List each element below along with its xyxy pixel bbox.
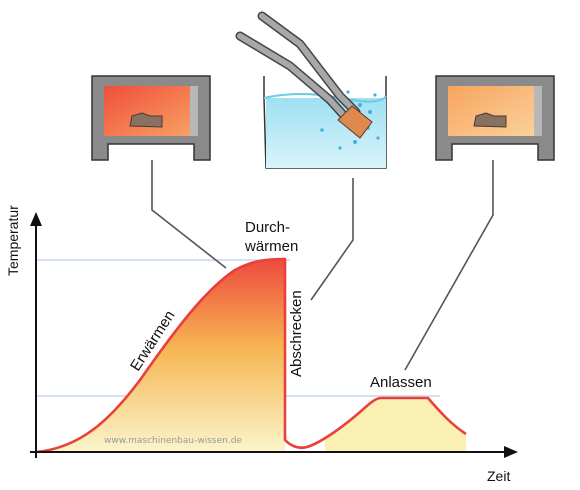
y-axis-label: Temperatur: [5, 205, 21, 276]
temperature-curve: [35, 257, 467, 454]
soaking-label-line1: Durch-: [245, 219, 290, 236]
heating-area: [36, 259, 285, 452]
tempering-area: [325, 398, 466, 452]
quenching-label: Abschrecken: [288, 290, 305, 377]
furnace-hot-icon: [91, 75, 211, 161]
tempering-label: Anlassen: [370, 374, 432, 391]
connector-tempering: [404, 160, 494, 371]
quench-bath-icon: [263, 76, 387, 169]
connector-quenching: [310, 178, 354, 301]
y-axis-arrow: [30, 212, 42, 226]
tongs-icon: [235, 11, 373, 139]
furnace-warm-icon: [435, 75, 555, 161]
soaking-label-line2: wärmen: [244, 238, 298, 255]
watermark: www.maschinenbau-wissen.de: [104, 436, 242, 446]
x-axis-arrow: [504, 446, 518, 458]
connector-heating: [151, 160, 227, 269]
x-axis-label: Zeit: [487, 468, 510, 484]
